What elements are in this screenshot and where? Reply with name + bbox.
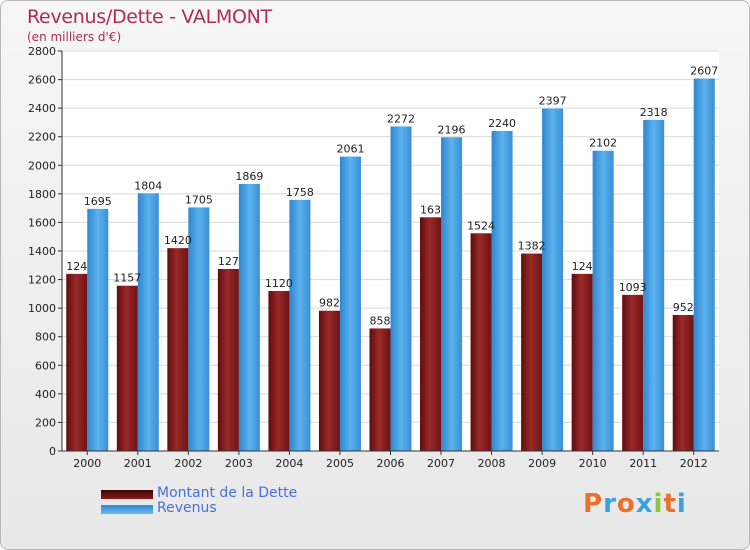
debt-bar bbox=[369, 328, 391, 451]
legend-label-revenue: Revenus bbox=[157, 500, 217, 516]
revenue-bar bbox=[289, 199, 311, 451]
debt-bar bbox=[318, 310, 340, 451]
debt-bar bbox=[672, 315, 694, 451]
x-tick-label: 2006 bbox=[377, 457, 405, 470]
revenue-bar bbox=[592, 150, 614, 451]
y-tick-label: 2200 bbox=[28, 131, 56, 144]
y-tick-label: 2000 bbox=[28, 159, 56, 172]
legend-swatch-debt bbox=[101, 490, 153, 499]
revenue-value-label: 2397 bbox=[539, 95, 567, 108]
revenue-bar bbox=[137, 193, 159, 452]
revenue-bar bbox=[693, 78, 715, 452]
x-tick-label: 2011 bbox=[629, 457, 657, 470]
chart-title: Revenus/Dette - VALMONT bbox=[27, 6, 272, 28]
x-tick-label: 2002 bbox=[174, 457, 202, 470]
debt-value-label: 163 bbox=[420, 203, 441, 216]
debt-bar bbox=[66, 273, 88, 451]
x-tick-label: 2000 bbox=[73, 457, 101, 470]
debt-bar bbox=[268, 291, 290, 451]
legend-label-debt: Montant de la Dette bbox=[157, 485, 298, 501]
debt-bar bbox=[116, 285, 138, 451]
revenue-value-label: 1695 bbox=[84, 195, 112, 208]
debt-value-label: 1382 bbox=[518, 240, 546, 253]
debt-bar bbox=[167, 248, 189, 451]
y-tick-label: 2400 bbox=[28, 102, 56, 115]
y-tick-label: 1600 bbox=[28, 216, 56, 229]
debt-bar bbox=[622, 294, 644, 451]
chart-subtitle: (en milliers d'€) bbox=[27, 30, 122, 44]
x-tick-label: 2005 bbox=[326, 457, 354, 470]
revenue-value-label: 2102 bbox=[589, 137, 617, 150]
revenue-value-label: 1869 bbox=[235, 170, 263, 183]
revenue-value-label: 2196 bbox=[438, 123, 466, 136]
debt-value-label: 124 bbox=[572, 260, 593, 273]
revenue-value-label: 2318 bbox=[640, 106, 668, 119]
revenue-bar bbox=[188, 207, 210, 451]
revenue-value-label: 2607 bbox=[690, 65, 718, 78]
y-tick-label: 2800 bbox=[28, 45, 56, 58]
debt-value-label: 952 bbox=[673, 301, 694, 314]
revenue-value-label: 1758 bbox=[286, 186, 314, 199]
y-tick-label: 400 bbox=[35, 388, 56, 401]
debt-value-label: 1157 bbox=[113, 272, 141, 285]
y-tick-label: 800 bbox=[35, 331, 56, 344]
revenue-bar bbox=[441, 137, 463, 452]
revenue-value-label: 1705 bbox=[185, 193, 213, 206]
x-tick-label: 2008 bbox=[478, 457, 506, 470]
y-tick-label: 200 bbox=[35, 416, 56, 429]
revenue-bar bbox=[390, 126, 412, 451]
x-tick-label: 2010 bbox=[579, 457, 607, 470]
revenue-bar bbox=[643, 119, 665, 451]
x-tick-label: 2007 bbox=[427, 457, 455, 470]
revenue-bar bbox=[87, 208, 109, 451]
debt-value-label: 982 bbox=[319, 297, 340, 310]
debt-value-label: 858 bbox=[370, 314, 391, 327]
x-tick-label: 2012 bbox=[680, 457, 708, 470]
debt-value-label: 1093 bbox=[619, 281, 647, 294]
revenue-bar bbox=[238, 184, 260, 451]
debt-value-label: 124 bbox=[66, 260, 87, 273]
x-tick-label: 2004 bbox=[275, 457, 303, 470]
y-tick-label: 1000 bbox=[28, 302, 56, 315]
y-tick-label: 1400 bbox=[28, 245, 56, 258]
revenue-value-label: 2272 bbox=[387, 112, 415, 125]
debt-bar bbox=[217, 269, 239, 451]
x-tick-label: 2001 bbox=[124, 457, 152, 470]
debt-value-label: 127 bbox=[218, 255, 239, 268]
revenue-bar bbox=[491, 131, 513, 451]
x-tick-label: 2009 bbox=[528, 457, 556, 470]
debt-value-label: 1524 bbox=[467, 219, 495, 232]
revenue-bar bbox=[339, 156, 361, 452]
revenue-value-label: 2240 bbox=[488, 117, 516, 130]
proxiti-logo: Proxiti bbox=[583, 489, 687, 519]
revenue-bar bbox=[542, 108, 564, 452]
x-tick-label: 2003 bbox=[225, 457, 253, 470]
revenue-value-label: 1804 bbox=[134, 179, 162, 192]
legend-swatch-revenue bbox=[101, 505, 153, 514]
revenue-value-label: 2061 bbox=[336, 143, 364, 156]
y-tick-label: 1800 bbox=[28, 188, 56, 201]
y-tick-label: 2600 bbox=[28, 74, 56, 87]
debt-bar bbox=[521, 253, 543, 451]
y-tick-label: 1200 bbox=[28, 274, 56, 287]
debt-bar bbox=[470, 233, 492, 451]
debt-value-label: 1120 bbox=[265, 277, 293, 290]
debt-bar bbox=[571, 273, 593, 451]
debt-value-label: 1420 bbox=[164, 234, 192, 247]
y-tick-label: 0 bbox=[49, 445, 56, 458]
y-tick-label: 600 bbox=[35, 359, 56, 372]
debt-bar bbox=[420, 217, 442, 451]
